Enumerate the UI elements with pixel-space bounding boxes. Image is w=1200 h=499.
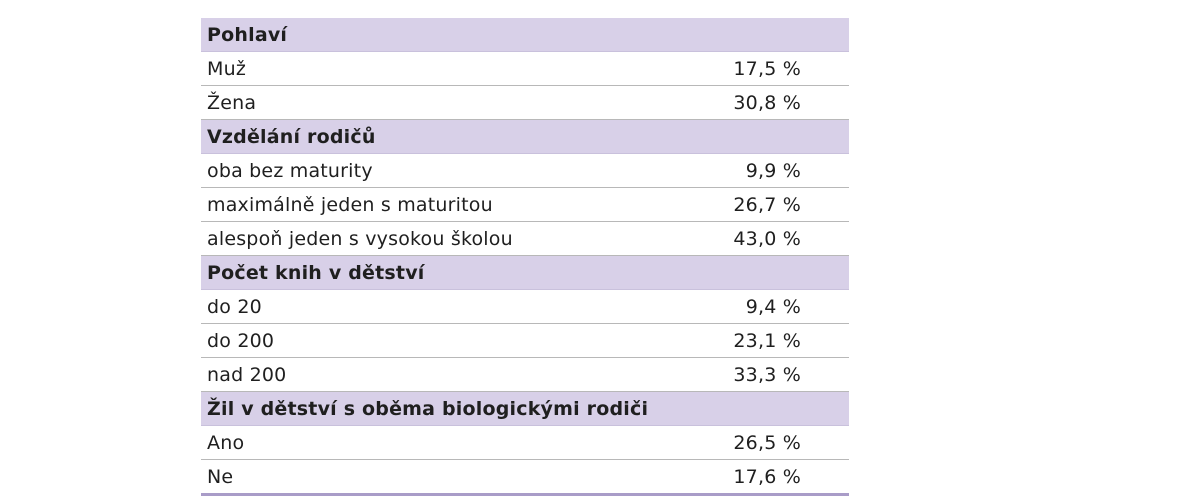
row-value: 9,9 % bbox=[745, 159, 801, 182]
table-row: Muž 17,5 % bbox=[201, 52, 849, 86]
table-row: maximálně jeden s maturitou 26,7 % bbox=[201, 188, 849, 222]
section-header: Žil v dětství s oběma biologickými rodič… bbox=[201, 392, 849, 426]
section-header: Pohlaví bbox=[201, 18, 849, 52]
row-label: Ne bbox=[207, 465, 234, 488]
section-header: Vzdělání rodičů bbox=[201, 120, 849, 154]
row-label: alespoň jeden s vysokou školou bbox=[207, 227, 513, 250]
table-row: oba bez maturity 9,9 % bbox=[201, 154, 849, 188]
table-row: nad 200 33,3 % bbox=[201, 358, 849, 392]
row-label: oba bez maturity bbox=[207, 159, 373, 182]
row-label: maximálně jeden s maturitou bbox=[207, 193, 493, 216]
row-value: 23,1 % bbox=[733, 329, 801, 352]
row-value: 26,7 % bbox=[733, 193, 801, 216]
row-value: 43,0 % bbox=[733, 227, 801, 250]
table-row: Ano 26,5 % bbox=[201, 426, 849, 460]
table-bottom-rule bbox=[201, 493, 849, 496]
section-title: Počet knih v dětství bbox=[207, 261, 425, 284]
row-value: 26,5 % bbox=[733, 431, 801, 454]
section-title: Vzdělání rodičů bbox=[207, 125, 376, 148]
row-label: Muž bbox=[207, 57, 247, 80]
row-value: 17,6 % bbox=[733, 465, 801, 488]
table-row: do 200 23,1 % bbox=[201, 324, 849, 358]
row-value: 17,5 % bbox=[733, 57, 801, 80]
section-title: Pohlaví bbox=[207, 23, 288, 46]
table-row: alespoň jeden s vysokou školou 43,0 % bbox=[201, 222, 849, 256]
table-row: do 20 9,4 % bbox=[201, 290, 849, 324]
statistics-table: Pohlaví Muž 17,5 % Žena 30,8 % Vzdělání … bbox=[201, 18, 849, 496]
row-value: 9,4 % bbox=[745, 295, 801, 318]
row-label: do 20 bbox=[207, 295, 262, 318]
table-row: Žena 30,8 % bbox=[201, 86, 849, 120]
row-label: nad 200 bbox=[207, 363, 287, 386]
row-label: Žena bbox=[207, 91, 257, 114]
row-label: Ano bbox=[207, 431, 245, 454]
row-value: 30,8 % bbox=[733, 91, 801, 114]
section-header: Počet knih v dětství bbox=[201, 256, 849, 290]
table-row: Ne 17,6 % bbox=[201, 460, 849, 494]
row-label: do 200 bbox=[207, 329, 275, 352]
row-value: 33,3 % bbox=[733, 363, 801, 386]
section-title: Žil v dětství s oběma biologickými rodič… bbox=[207, 397, 649, 420]
